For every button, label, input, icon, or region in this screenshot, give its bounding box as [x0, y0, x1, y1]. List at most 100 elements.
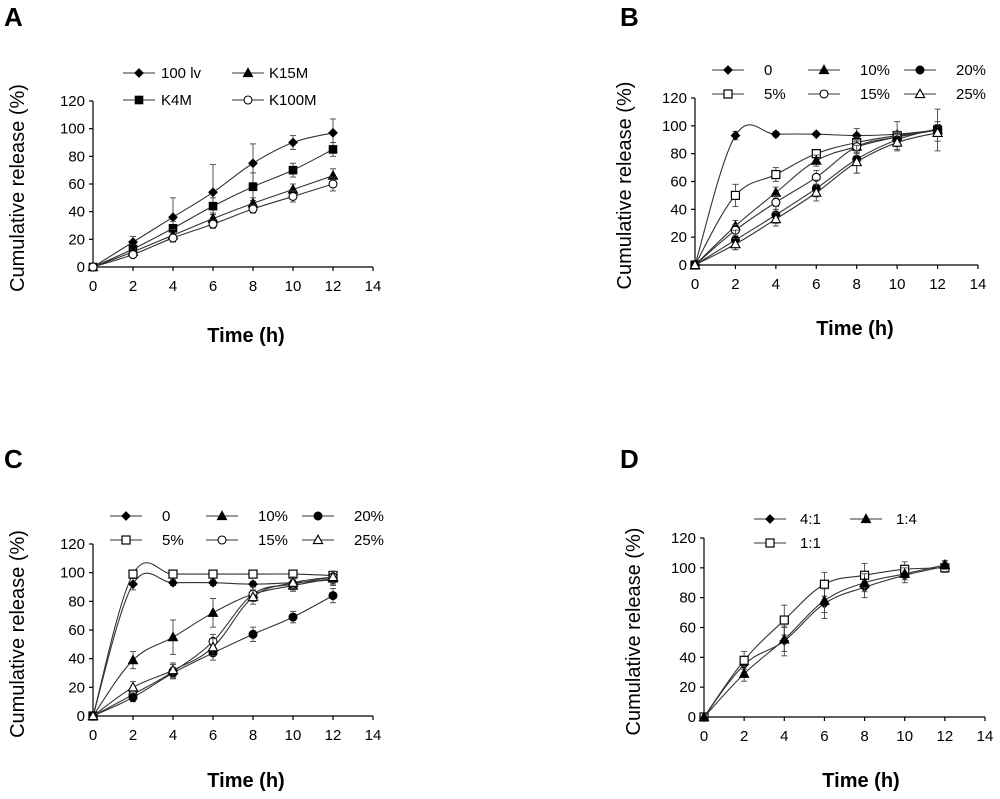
data-point [811, 129, 822, 140]
legend: 100 lv K4M K15M K100M [123, 65, 317, 109]
data-point [168, 577, 178, 588]
y-axis-title: Cumulative release (%) [623, 528, 645, 736]
legend-item: K4M [123, 92, 192, 109]
y-tick-label: 80 [679, 590, 696, 607]
legend-marker [723, 65, 733, 75]
y-tick-label: 60 [68, 622, 85, 639]
data-point [770, 129, 781, 140]
legend-label: 1:4 [896, 511, 917, 528]
y-tick-label: 0 [77, 708, 85, 725]
legend-marker [242, 67, 254, 78]
y-tick-label: 120 [60, 536, 85, 553]
data-point [208, 219, 218, 229]
y-tick-label: 100 [671, 560, 696, 577]
y-tick-label: 20 [68, 231, 85, 248]
x-tick-label: 12 [937, 728, 954, 745]
y-tick-label: 120 [671, 530, 696, 547]
x-tick-label: 14 [970, 276, 987, 293]
data-point [248, 182, 258, 192]
y-tick-label: 40 [68, 651, 85, 668]
data-point [899, 567, 911, 578]
x-tick-label: 14 [977, 728, 994, 745]
legend-marker [914, 88, 926, 99]
panel-b: B 0 2 4 6 8 10 12 14 0 20 40 60 80 100 120 Time (h) Cumul… [614, 2, 986, 340]
data-point [739, 655, 749, 665]
x-tick-label: 4 [772, 276, 780, 293]
data-point [207, 641, 219, 652]
series [699, 561, 950, 722]
legend-marker [243, 95, 253, 105]
legend-item: 1:1 [754, 535, 821, 552]
legend-label: 25% [354, 532, 384, 549]
y-tick-label: 40 [670, 201, 687, 218]
series [689, 123, 944, 270]
y-tick-label: 0 [77, 259, 85, 276]
legend-marker [313, 511, 323, 521]
legend-label: 0 [162, 508, 170, 525]
legend-label: 10% [258, 508, 288, 525]
data-point [247, 591, 259, 602]
x-tick-label: 8 [249, 727, 257, 744]
legend: 0 5% 10% 15% 20% 25% [110, 508, 384, 549]
x-tick-label: 12 [325, 278, 342, 295]
y-tick-label: 100 [60, 565, 85, 582]
legend-item: 15% [808, 86, 890, 103]
legend-item: 0 [110, 508, 170, 525]
data-point [328, 145, 338, 154]
data-point [167, 631, 179, 642]
x-axis-title: Time (h) [822, 770, 899, 792]
x-tick-label: 10 [285, 727, 302, 744]
legend-label: 15% [258, 532, 288, 549]
series [88, 118, 338, 272]
panel-a: A 0 2 4 6 8 10 12 14 0 20 40 60 80 100 120 Time (h) Cumul… [4, 2, 381, 347]
legend-marker [121, 511, 131, 521]
x-tick-label: 4 [169, 727, 177, 744]
legend-label: K100M [269, 92, 317, 109]
data-point [168, 233, 178, 243]
legend-marker [216, 510, 228, 521]
x-tick-label: 10 [285, 278, 302, 295]
legend-item: 1:4 [850, 511, 917, 528]
y-tick-label: 20 [670, 229, 687, 246]
legend-marker [217, 535, 227, 545]
data-point [127, 681, 139, 692]
y-tick-label: 80 [670, 146, 687, 163]
data-point [819, 579, 830, 589]
legend: 4:1 1:1 1:4 [754, 511, 917, 552]
x-tick-label: 2 [731, 276, 739, 293]
data-point [939, 559, 951, 569]
legend-label: 20% [956, 62, 986, 79]
data-point [328, 591, 338, 601]
panel-c: C 0 2 4 6 8 10 12 14 0 20 40 60 80 100 120 Time (h) Cumul… [4, 444, 384, 792]
legend-item: 20% [302, 508, 384, 525]
x-tick-label: 0 [691, 276, 699, 293]
legend-marker [915, 65, 925, 75]
legend-marker [765, 514, 775, 524]
data-point [779, 615, 789, 625]
data-point [730, 190, 741, 201]
data-point [248, 569, 258, 579]
data-point [128, 250, 138, 260]
legend-marker [819, 89, 829, 99]
panel-letter: A [4, 2, 23, 32]
data-point [327, 571, 339, 582]
legend-label: 4:1 [800, 511, 821, 528]
legend-item: 20% [904, 62, 986, 79]
y-tick-label: 100 [60, 121, 85, 138]
legend-marker [723, 89, 733, 99]
data-point [689, 259, 701, 270]
data-point [729, 238, 741, 249]
x-tick-label: 10 [896, 728, 913, 745]
x-tick-label: 6 [812, 276, 820, 293]
legend: 0 5% 10% 15% 20% 25% [712, 62, 986, 103]
legend-label: K4M [161, 92, 192, 109]
x-tick-label: 2 [129, 278, 137, 295]
legend-item: 5% [110, 532, 184, 549]
legend-item: 25% [302, 532, 384, 549]
data-point [771, 169, 781, 180]
data-point [778, 633, 790, 644]
x-tick-label: 6 [820, 728, 828, 745]
legend-label: 25% [956, 86, 986, 103]
data-point [698, 711, 710, 722]
